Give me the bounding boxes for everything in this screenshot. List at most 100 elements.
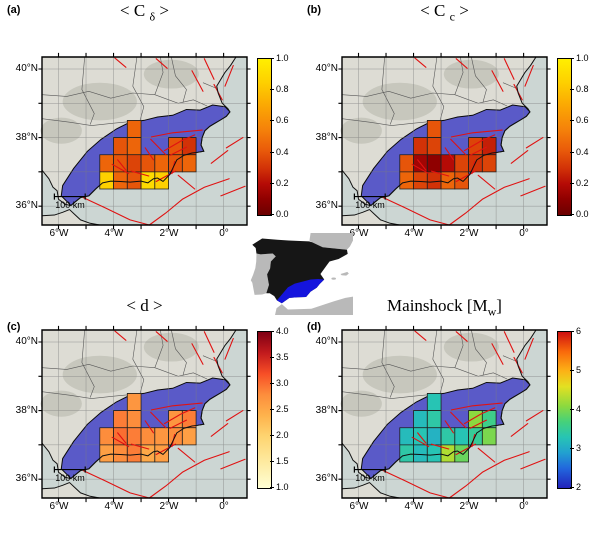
- panel-b: (b) < C c > 40°N 38°N 36°N 6°W 4°W 2°W 0…: [300, 0, 600, 250]
- xtick-2W: 2°W: [159, 501, 179, 512]
- title-post: ]: [496, 296, 502, 315]
- grid-cell: [141, 155, 155, 172]
- title-pre: < C: [120, 1, 150, 20]
- ibiza-shape: [331, 277, 336, 280]
- colorbar-tick-label: 1.5: [270, 456, 289, 466]
- grid-cell: [114, 411, 128, 428]
- colorbar-tick-label: 1.0: [270, 482, 289, 492]
- title-post: >: [155, 1, 169, 20]
- colorbar-tick-label: 1.0: [570, 53, 589, 63]
- grid-cell: [427, 155, 441, 172]
- xtick-2W: 2°W: [459, 228, 479, 239]
- colorbar-tick-label: 0.6: [570, 115, 589, 126]
- grid-cell: [182, 411, 196, 428]
- colorbar-tick-labels: 6 5 4 3 2: [569, 326, 600, 492]
- grid-cell: [127, 445, 141, 462]
- panel-c: (c) < d > 40°N 38°N 36°N 6°W 4°W 2°W 0° …: [0, 273, 300, 523]
- title-sub: c: [449, 9, 455, 24]
- grid-cell: [100, 172, 114, 189]
- xtick-6W: 6°W: [49, 228, 69, 239]
- grid-cell: [127, 138, 141, 155]
- cells-layer: [100, 393, 196, 462]
- xtick-6W: 6°W: [49, 501, 69, 512]
- colorbar-tick-label: 6: [569, 326, 582, 336]
- colorbar-tick-label: 1.0: [270, 53, 289, 63]
- ytick-36N: 36°N: [15, 473, 38, 484]
- grid-cell: [400, 172, 414, 189]
- panel-d: (d) Mainshock [Mw] 40°N 38°N 36°N 6°W 4°…: [300, 273, 600, 523]
- grid-cell: [482, 138, 496, 155]
- spain-shape: [252, 238, 348, 304]
- map-c: [42, 330, 247, 498]
- colorbar-tick-label: 2: [569, 482, 582, 492]
- balearics-shape: [340, 271, 349, 276]
- scalebar-label: 100 km: [55, 200, 85, 210]
- xtick-0: 0°: [519, 228, 529, 239]
- grid-cell: [414, 445, 428, 462]
- grid-cell: [100, 428, 114, 445]
- map-b: [342, 57, 547, 225]
- grid-cell: [482, 155, 496, 172]
- panel-b-title: < C c >: [342, 1, 547, 24]
- colorbar-tick-label: 3: [569, 443, 582, 453]
- panel-d-title: Mainshock [Mw]: [342, 296, 547, 319]
- grid-cell: [414, 172, 428, 189]
- grid-cell: [182, 428, 196, 445]
- colorbar-tick-label: 3.5: [270, 352, 289, 362]
- portugal-shape: [250, 253, 276, 295]
- grid-cell: [127, 393, 141, 410]
- grid-cell: [100, 155, 114, 172]
- ytick-38N: 38°N: [15, 132, 38, 143]
- panel-c-label: (c): [7, 321, 21, 333]
- title-sub: w: [487, 304, 497, 319]
- grid-cell: [400, 445, 414, 462]
- xtick-4W: 4°W: [404, 228, 424, 239]
- colorbar: [257, 58, 272, 216]
- colorbar-tick-label: 0.2: [570, 177, 589, 188]
- panel-a-label: (a): [7, 4, 21, 16]
- grid-cell: [427, 120, 441, 137]
- title-pre: < d >: [126, 296, 163, 315]
- panel-d-label: (d): [307, 321, 322, 333]
- xtick-6W: 6°W: [349, 228, 369, 239]
- title-pre: Mainshock [M: [387, 296, 488, 315]
- colorbar: [257, 331, 272, 489]
- xtick-0: 0°: [219, 228, 229, 239]
- colorbar-tick-labels: 4.0 3.5 3.0 2.5 2.0 1.5 1.0: [270, 326, 300, 492]
- colorbar-tick-labels: 1.0 0.8 0.6 0.4 0.2 0.0: [570, 53, 600, 219]
- colorbar-tick-label: 0.0: [570, 209, 589, 219]
- colorbar-tick-label: 5: [569, 365, 582, 375]
- panel-a: (a) < C δ > 40°N 38°N 36°N 6°W 4°W 2°W 0…: [0, 0, 300, 250]
- xtick-4W: 4°W: [104, 228, 124, 239]
- grid-cell: [427, 138, 441, 155]
- colorbar-tick-label: 4.0: [270, 326, 289, 336]
- grid-cell: [141, 428, 155, 445]
- grid-cell: [155, 155, 169, 172]
- xtick-0: 0°: [219, 501, 229, 512]
- scalebar-label: 100 km: [355, 473, 385, 483]
- ytick-40N: 40°N: [315, 63, 338, 74]
- colorbar-tick-label: 0.4: [570, 146, 589, 157]
- grid-cell: [482, 428, 496, 445]
- colorbar-tick-label: 0.0: [270, 209, 289, 219]
- ytick-36N: 36°N: [15, 200, 38, 211]
- ytick-40N: 40°N: [15, 63, 38, 74]
- panel-b-label: (b): [307, 4, 322, 16]
- grid-cell: [127, 120, 141, 137]
- colorbar-gradient: [258, 59, 271, 215]
- grid-cell: [427, 445, 441, 462]
- africa-shape: [275, 296, 353, 316]
- xtick-4W: 4°W: [104, 501, 124, 512]
- grid-cell: [114, 445, 128, 462]
- colorbar-tick-label: 0.8: [570, 84, 589, 95]
- study-region-shape: [276, 279, 325, 304]
- colorbar-tick-label: 0.2: [270, 177, 289, 188]
- grid-cell: [100, 445, 114, 462]
- ytick-36N: 36°N: [315, 200, 338, 211]
- grid-cell: [114, 138, 128, 155]
- panel-c-title: < d >: [42, 296, 247, 319]
- grid-cell: [400, 428, 414, 445]
- grid-cell: [427, 172, 441, 189]
- title-pre: < C: [420, 1, 450, 20]
